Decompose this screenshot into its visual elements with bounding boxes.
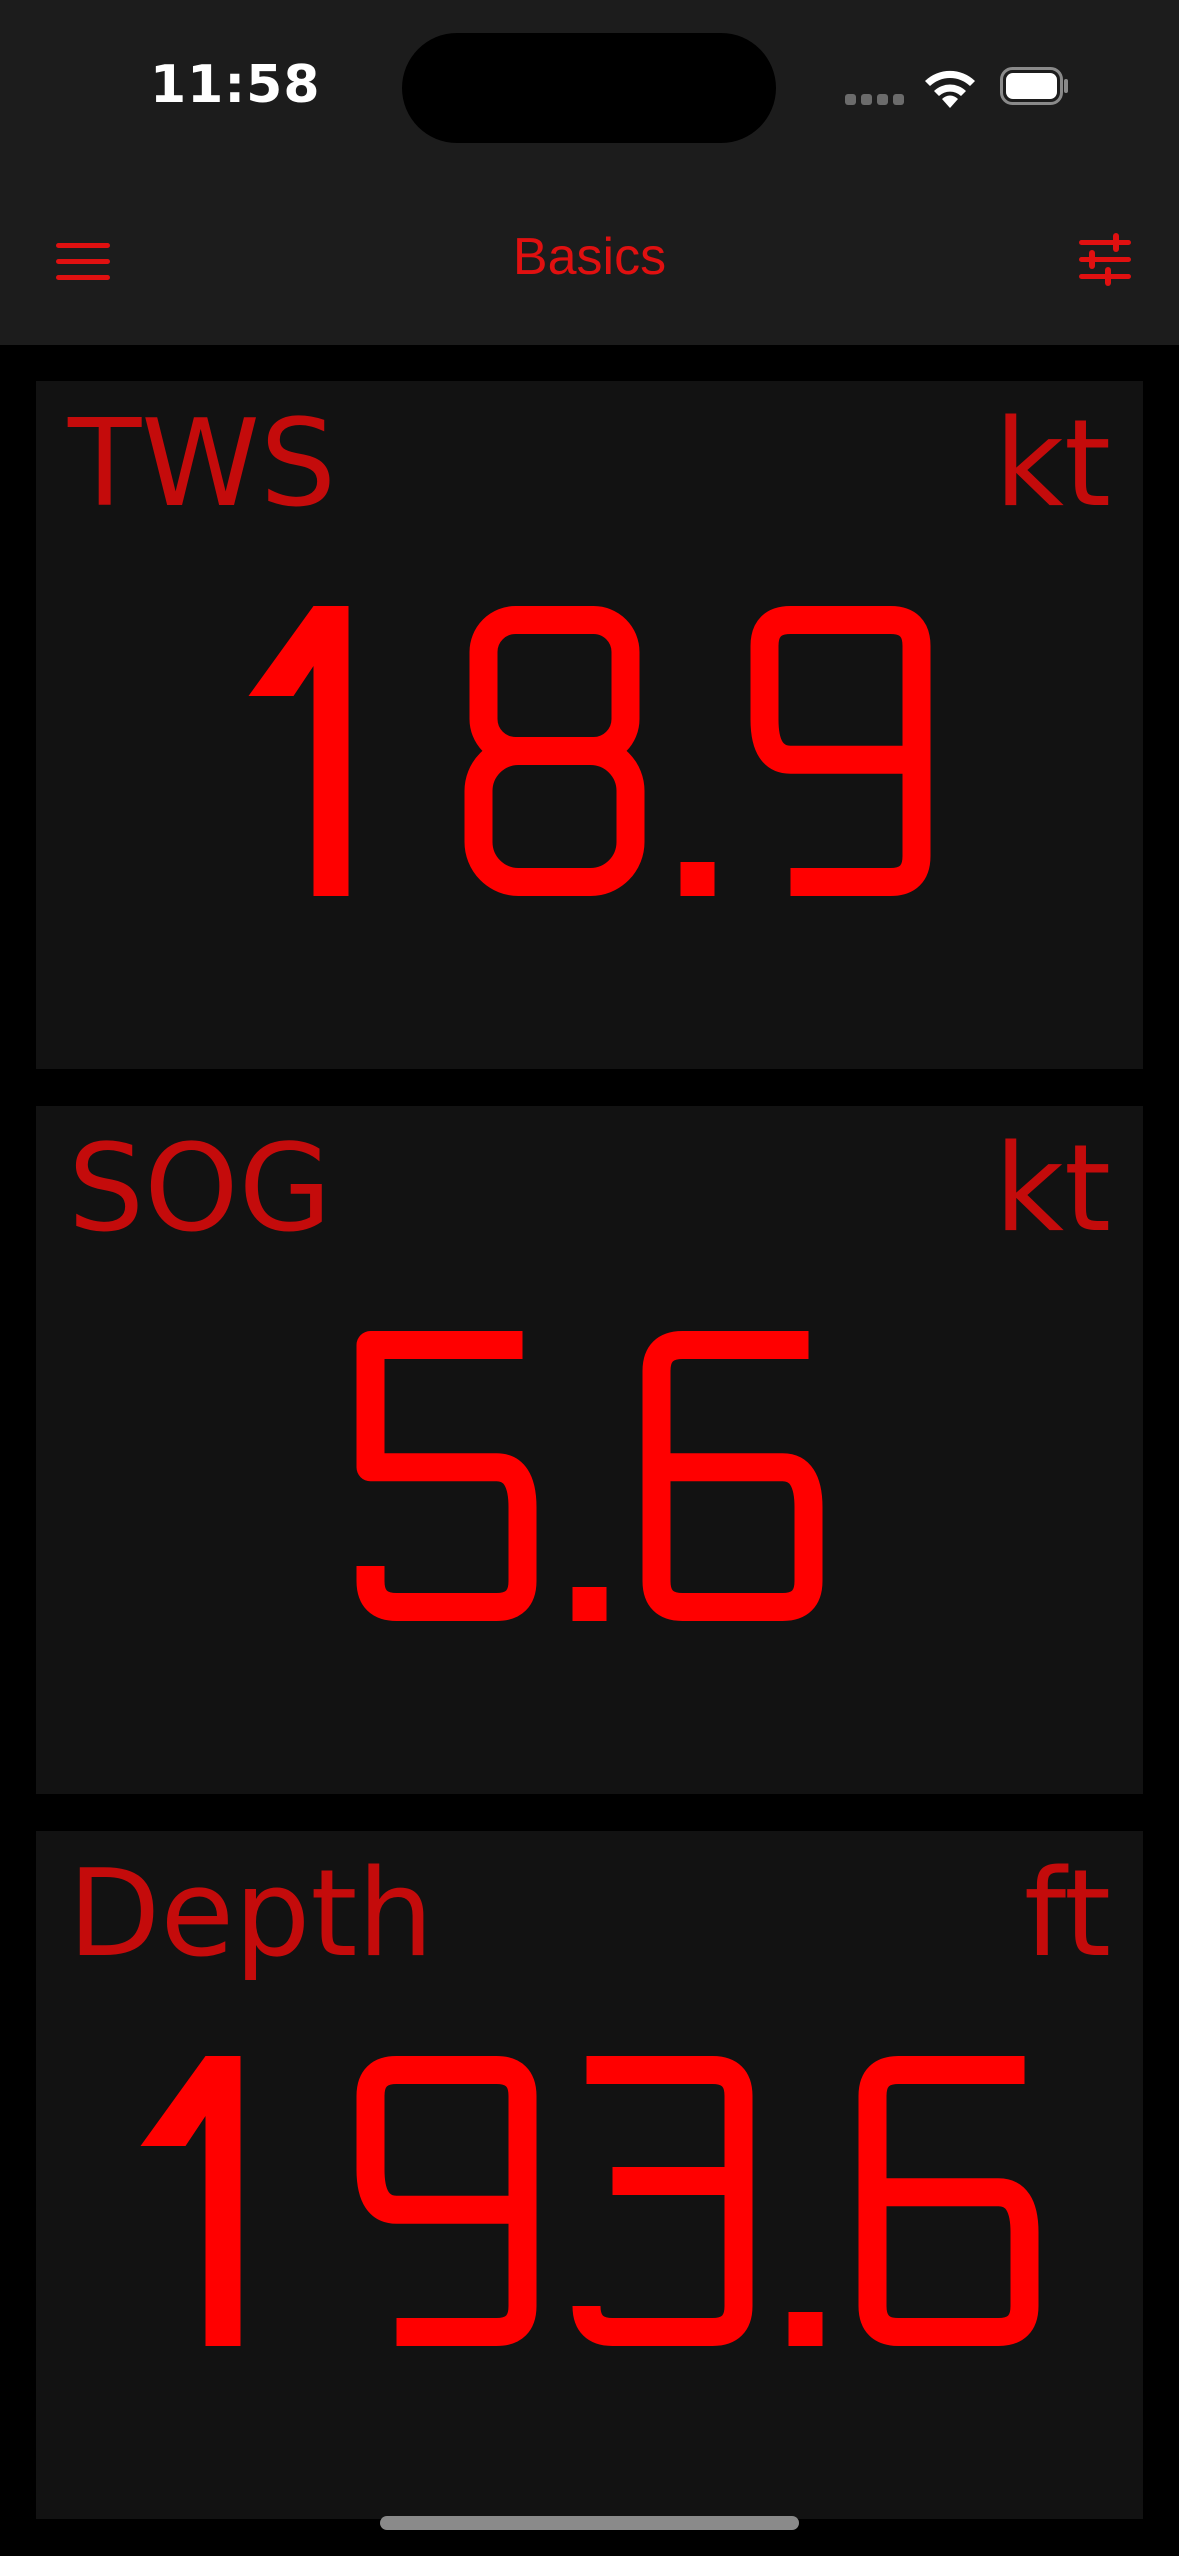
status-time: 11:58 — [150, 55, 321, 115]
panel-label: TWS — [68, 395, 337, 534]
navigation-bar — [0, 190, 1179, 345]
wifi-icon — [925, 70, 975, 108]
dynamic-island — [402, 33, 776, 143]
page-title: Basics — [512, 228, 667, 286]
battery-icon — [1000, 67, 1068, 105]
panel-value — [248, 606, 931, 896]
panel-unit: kt — [994, 395, 1111, 534]
sog-panel[interactable]: SOG kt — [36, 1106, 1143, 1794]
panel-value — [140, 2056, 1039, 2346]
hamburger-menu-icon[interactable] — [50, 232, 120, 292]
panel-value — [356, 1331, 823, 1621]
panel-label: Depth — [68, 1845, 434, 1984]
depth-panel[interactable]: Depth ft — [36, 1831, 1143, 2519]
tws-panel[interactable]: TWS kt — [36, 381, 1143, 1069]
panel-label: SOG — [68, 1120, 332, 1259]
panel-unit: kt — [994, 1120, 1111, 1259]
home-indicator[interactable] — [380, 2516, 799, 2530]
sliders-icon[interactable] — [1075, 230, 1135, 290]
cellular-signal-icon — [845, 94, 905, 108]
panel-unit: ft — [1023, 1845, 1111, 1984]
